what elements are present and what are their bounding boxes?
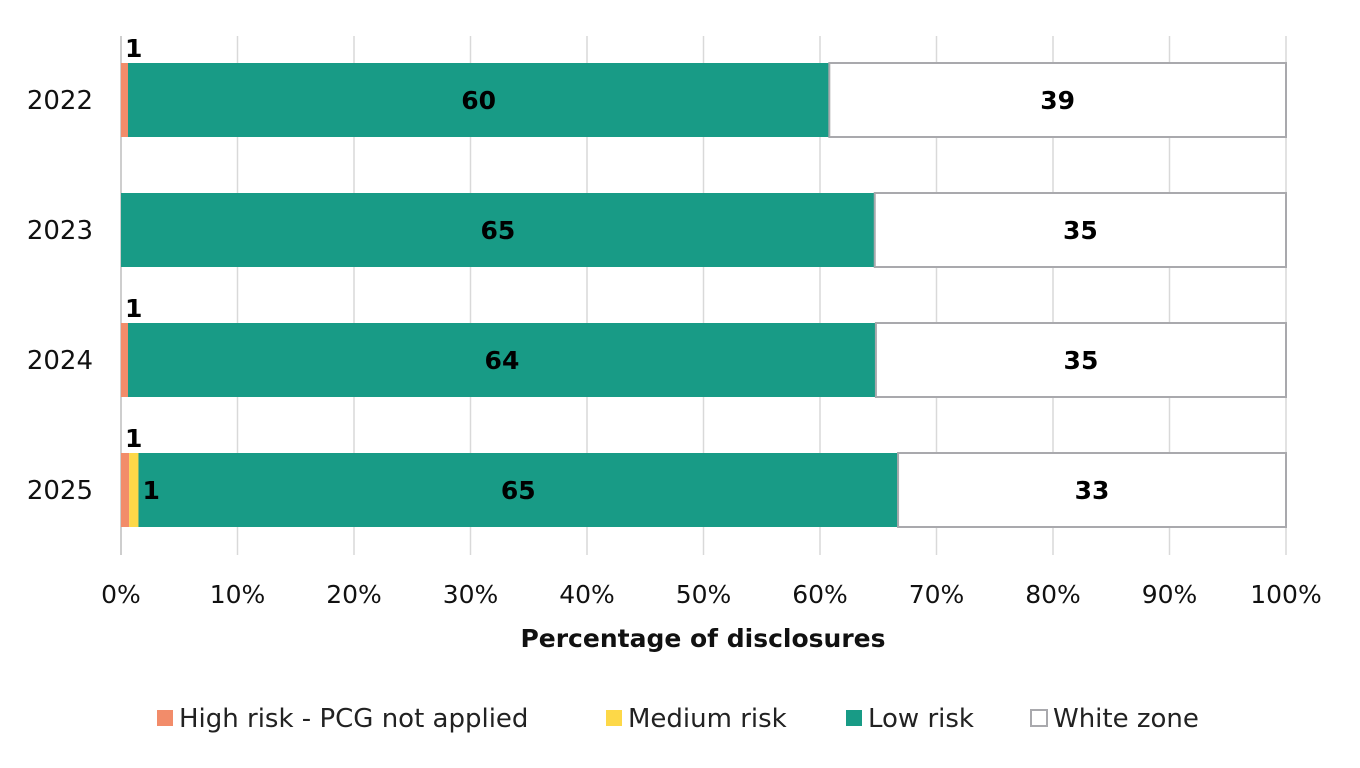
data-label: 33 [1075, 476, 1110, 505]
bar-medium-risk [129, 453, 139, 527]
data-label: 1 [125, 34, 142, 63]
bar-low-risk [121, 193, 875, 267]
x-tick-label: 70% [909, 580, 965, 609]
x-tick-label: 10% [210, 580, 266, 609]
legend-swatch [606, 710, 622, 726]
x-tick-label: 90% [1142, 580, 1198, 609]
data-label: 64 [485, 346, 520, 375]
legend-swatch [157, 710, 173, 726]
bar-white-zone [874, 322, 1287, 398]
legend-item-low-risk: Low risk [846, 704, 974, 734]
data-label: 1 [125, 424, 142, 453]
x-tick-label: 40% [559, 580, 615, 609]
bar-low-risk [127, 63, 830, 137]
data-label: 1 [125, 294, 142, 323]
x-tick-label: 50% [676, 580, 732, 609]
bar-high-risk-pcg-not-applied [121, 63, 128, 137]
bar-low-risk [127, 323, 876, 397]
x-tick-label: 30% [443, 580, 499, 609]
x-tick-label: 20% [326, 580, 382, 609]
category-labels: 2022 2023 2024 2025 [27, 86, 93, 506]
data-label: 65 [480, 216, 515, 245]
x-axis-title: Percentage of disclosures [520, 624, 885, 653]
data-label: 39 [1040, 86, 1075, 115]
x-tick-label: 60% [792, 580, 848, 609]
bar-high-risk-pcg-not-applied [121, 323, 128, 397]
category-label: 2024 [27, 346, 93, 376]
legend-label: Medium risk [628, 704, 787, 734]
bar-low-risk [138, 453, 899, 527]
bar-white-zone [897, 452, 1287, 528]
bar-white-zone [828, 62, 1287, 138]
data-label: 35 [1063, 216, 1098, 245]
category-label: 2023 [27, 216, 93, 246]
x-tick-label: 0% [101, 580, 141, 609]
bars [121, 62, 1287, 528]
legend-item-high-risk-pcg-not-applied: High risk - PCG not applied [157, 704, 528, 734]
legend-item-white-zone: White zone [1030, 704, 1199, 734]
legend-label: High risk - PCG not applied [179, 704, 528, 734]
legend-label: Low risk [868, 704, 974, 734]
x-tick-labels: 0% 10% 20% 30% 40% 50% 60% 70% 80% 90% 100% [101, 580, 1322, 609]
data-label: 35 [1064, 346, 1099, 375]
category-label: 2025 [27, 476, 93, 506]
bar-white-zone [873, 192, 1287, 268]
x-tick-label: 80% [1025, 580, 1081, 609]
data-label: 1 [142, 476, 159, 505]
category-label: 2022 [27, 86, 93, 116]
legend-swatch [1030, 709, 1048, 727]
data-label: 60 [461, 86, 496, 115]
x-tick-label: 100% [1250, 580, 1321, 609]
data-label: 65 [501, 476, 536, 505]
legend-swatch [846, 710, 862, 726]
bar-high-risk-pcg-not-applied [121, 453, 130, 527]
legend: High risk - PCG not applied Medium risk Lo… [157, 704, 1199, 734]
legend-item-medium-risk: Medium risk [606, 704, 787, 734]
legend-label: White zone [1053, 704, 1199, 734]
